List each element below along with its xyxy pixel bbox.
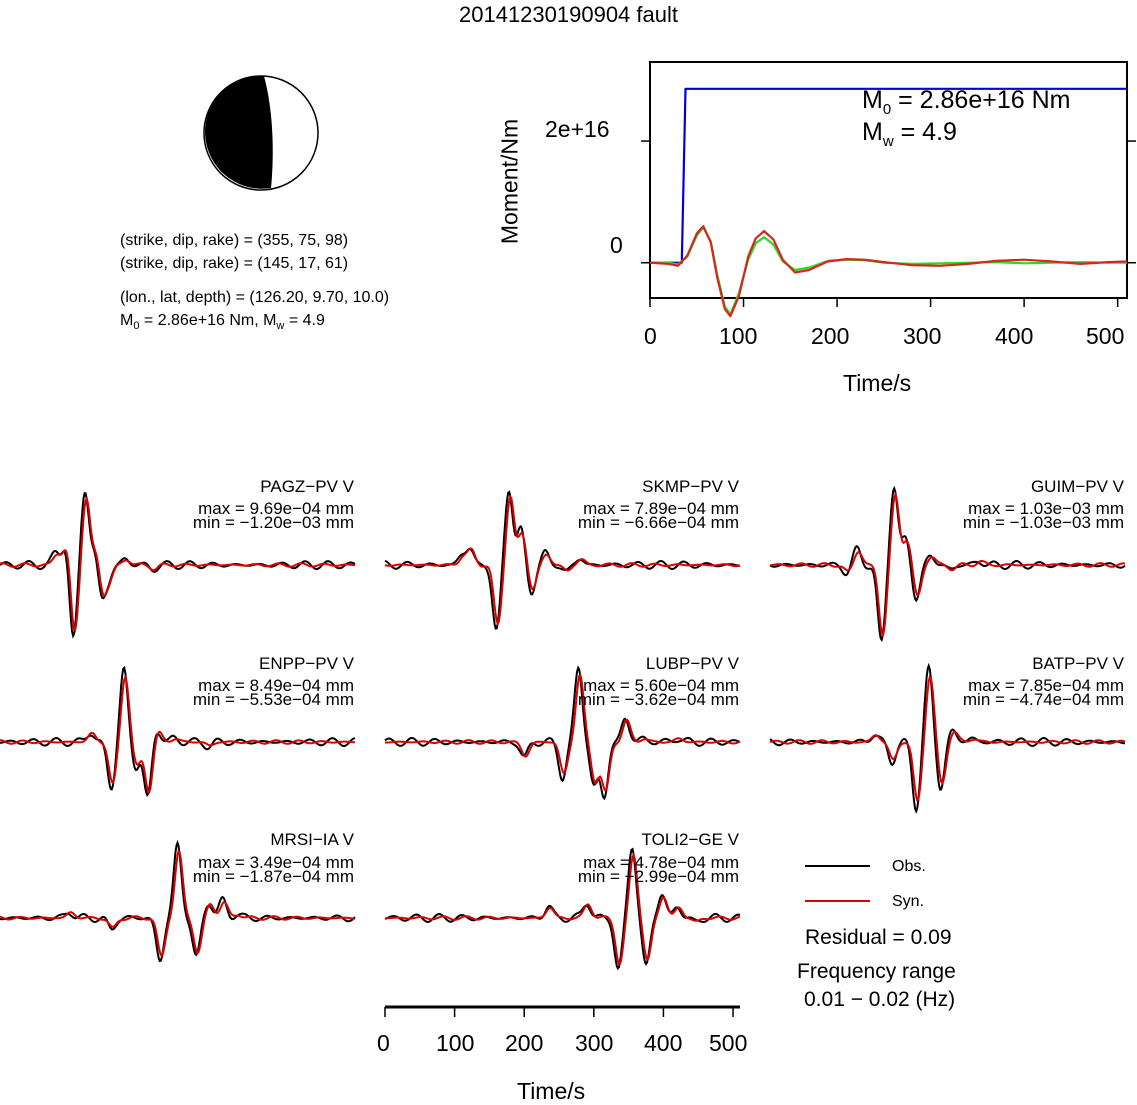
mechanism-line-3: (lon., lat, depth) = (126.20, 9.70, 10.0… (120, 289, 390, 306)
moment-rate-green-line (650, 226, 1127, 316)
moment-m0-annotation: M0 = 2.86e+16 Nm (862, 86, 1070, 118)
m0-annot-symbol: M (862, 86, 883, 114)
waveform-xtick-label-200: 200 (505, 1030, 544, 1056)
moment-plot-frame (649, 61, 1128, 299)
moment-xtick-label-100: 100 (719, 323, 758, 349)
m0-mid: = 2.86e+16 Nm, M (139, 312, 277, 329)
station-3-name: GUIM−PV V (1030, 477, 1124, 496)
waveform-xtick-label-500: 500 (709, 1030, 748, 1056)
waveform-xtick-label-0: 0 (377, 1030, 390, 1056)
station-1-name: PAGZ−PV V (260, 477, 354, 496)
station-7-min: min = −1.87e−04 mm (192, 867, 354, 886)
waveform-xtick-label-300: 300 (575, 1030, 614, 1056)
station-2-max: max = 7.89e−04 mm (583, 499, 739, 518)
legend-obs-label: Obs. (892, 858, 926, 875)
mw-annot-symbol: M (862, 118, 883, 146)
mw-annot-value: = 4.9 (893, 118, 957, 146)
moment-xlabel: Time/s (843, 370, 912, 396)
station-7-name: MRSI−IA V (270, 830, 354, 849)
m0-annot-sub: 0 (882, 101, 892, 118)
station-5-name: LUBP−PV V (645, 654, 739, 673)
mechanism-line-2: (strike, dip, rake) = (145, 17, 61) (120, 255, 349, 272)
station-7-max: max = 3.49e−04 mm (198, 853, 354, 872)
m0-symbol: M (120, 312, 134, 329)
waveform-synthetic-6 (769, 675, 1126, 802)
mw-end: = 4.9 (284, 312, 325, 329)
beachball-compressional-quadrant (205, 75, 273, 189)
m0-sub: 0 (133, 320, 140, 333)
station-2-min: min = −6.66e−04 mm (577, 513, 739, 532)
station-1-max: max = 9.69e−04 mm (198, 499, 354, 518)
moment-ytick-label-0: 0 (610, 232, 623, 258)
legend-frequency-title: Frequency range (797, 960, 956, 983)
waveform-observed-5 (384, 665, 741, 801)
moment-xtick-label-400: 400 (995, 323, 1034, 349)
waveform-synthetic-5 (384, 672, 741, 793)
station-6-max: max = 7.85e−04 mm (968, 676, 1124, 695)
moment-ytick-label-2e16: 2e+16 (545, 116, 610, 142)
waveform-observed-2 (384, 490, 741, 630)
mechanism-line-1: (strike, dip, rake) = (355, 75, 98) (120, 232, 349, 249)
waveform-xtick-label-400: 400 (644, 1030, 683, 1056)
station-2-name: SKMP−PV V (642, 477, 739, 496)
moment-mw-annotation: Mw = 4.9 (862, 118, 957, 150)
moment-xtick-label-500: 500 (1086, 323, 1125, 349)
waveform-synthetic-4 (0, 674, 355, 794)
station-3-max: max = 1.03e−03 mm (968, 499, 1124, 518)
waveform-synthetic-8 (385, 852, 741, 966)
waveform-synthetic-1 (0, 496, 356, 632)
figure-title: 20141230190904 fault (459, 2, 678, 27)
station-4-min: min = −5.53e−04 mm (192, 690, 354, 709)
m0-annot-value: = 2.86e+16 Nm (891, 86, 1071, 114)
legend-residual: Residual = 0.09 (805, 926, 952, 949)
station-6-name: BATP−PV V (1032, 654, 1124, 673)
mechanism-line-4: M0 = 2.86e+16 Nm, Mw = 4.9 (120, 312, 325, 332)
waveform-synthetic-2 (384, 494, 741, 626)
moment-rate-red-line (649, 225, 1128, 318)
station-6-min: min = −4.74e−04 mm (962, 690, 1124, 709)
waveform-xlabel: Time/s (517, 1078, 586, 1104)
waveform-synthetic-7 (0, 849, 355, 958)
legend-frequency-range: 0.01 − 0.02 (Hz) (804, 988, 956, 1011)
waveform-synthetic-3 (769, 491, 1126, 639)
station-3-min: min = −1.03e−03 mm (962, 513, 1124, 532)
moment-xtick-label-0: 0 (644, 323, 657, 349)
waveform-xtick-label-100: 100 (436, 1030, 475, 1056)
waveform-observed-7 (0, 839, 356, 963)
station-8-max: max = 4.78e−04 mm (583, 853, 739, 872)
mw-sub: w (276, 320, 285, 333)
moment-xtick-label-300: 300 (903, 323, 942, 349)
station-5-max: max = 5.60e−04 mm (583, 676, 739, 695)
station-1-min: min = −1.20e−03 mm (192, 513, 354, 532)
moment-ylabel: Moment/Nm (496, 118, 523, 245)
station-5-min: min = −3.62e−04 mm (577, 690, 739, 709)
station-8-min: min = −2.99e−04 mm (577, 867, 739, 886)
station-4-name: ENPP−PV V (259, 654, 354, 673)
station-8-name: TOLI2−GE V (641, 830, 739, 849)
moment-xtick-label-200: 200 (811, 323, 850, 349)
legend-syn-label: Syn. (892, 893, 925, 910)
mw-annot-sub: w (882, 133, 894, 150)
station-4-max: max = 8.49e−04 mm (198, 676, 354, 695)
